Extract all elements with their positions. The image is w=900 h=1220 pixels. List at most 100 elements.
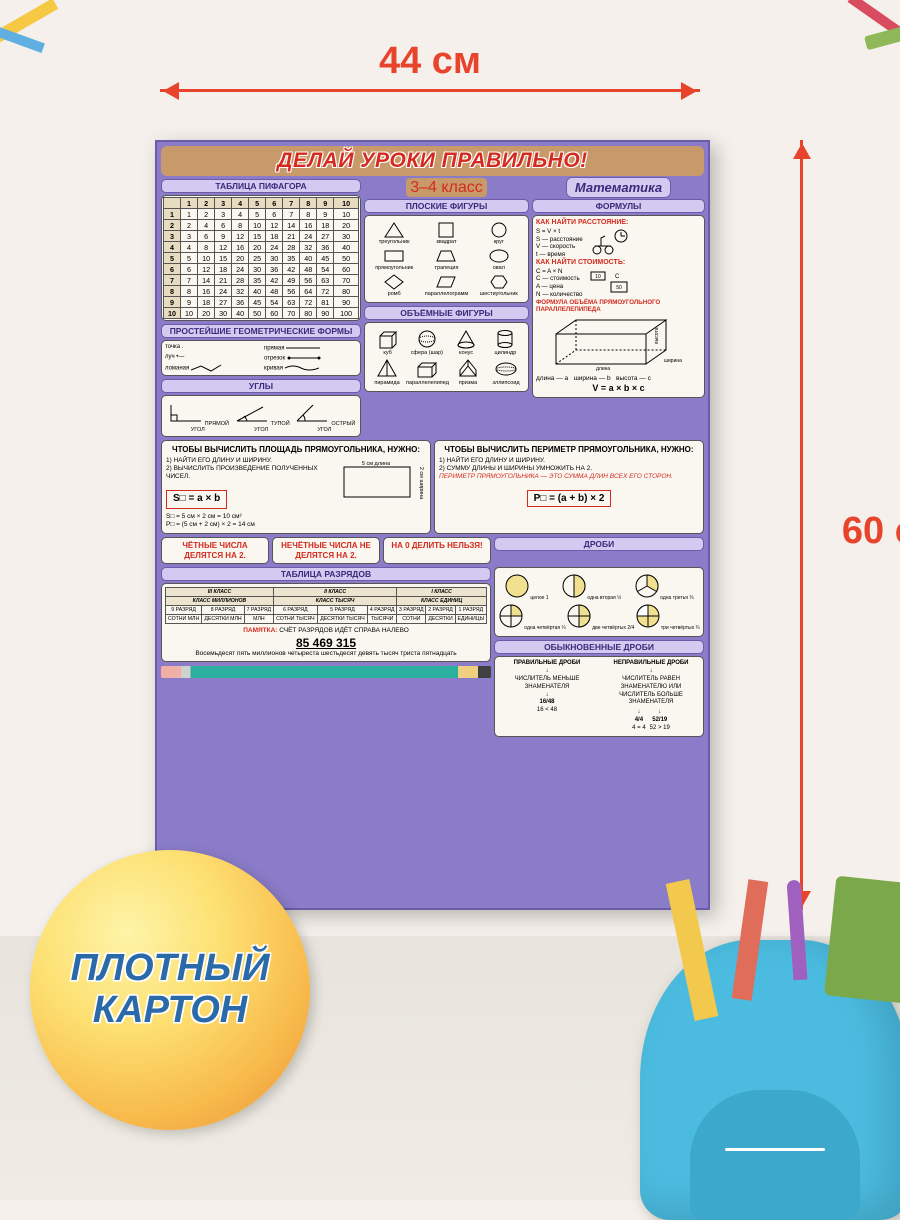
badge-text: ПЛОТНЫЙКАРТОН xyxy=(71,948,270,1032)
material-badge: ПЛОТНЫЙКАРТОН xyxy=(30,850,310,1130)
math-poster: ДЕЛАЙ УРОКИ ПРАВИЛЬНО! ТАБЛИЦА ПИФАГОРА … xyxy=(155,140,710,910)
trapezoid-shape: трапеция xyxy=(420,247,472,271)
perimeter-box: ЧТОБЫ ВЫЧИСЛИТЬ ПЕРИМЕТР ПРЯМОУГОЛЬНИКА,… xyxy=(434,440,704,534)
width-arrow xyxy=(160,89,700,92)
place-value-table: III КЛАССII КЛАССI КЛАСС КЛАСС МИЛЛИОНОВ… xyxy=(165,587,487,624)
formulas-header: ФОРМУЛЫ xyxy=(532,199,705,213)
example-number: 85 469 315 xyxy=(165,636,487,650)
frac-half: одна вторая ½ xyxy=(561,573,621,601)
cuboid-shape: параллелепипед xyxy=(406,358,449,386)
solids-header: ОБЪЁМНЫЕ ФИГУРЫ xyxy=(364,306,529,320)
cost-icon: 10 50 C xyxy=(587,268,631,298)
distance-icon xyxy=(587,228,631,258)
backpack-graphic xyxy=(580,860,900,1220)
cylinder-shape: цилиндр xyxy=(486,328,525,356)
flat-shapes-box: треугольник квадрат круг прямоугольник т… xyxy=(364,215,529,303)
fractions-wrap: ДРОБИ xyxy=(494,537,704,564)
flat-shapes-header: ПЛОСКИЕ ФИГУРЫ xyxy=(364,199,529,213)
ellipsoid-shape: эллипсоид xyxy=(487,358,525,386)
geom-lines-box: точка . прямая луч •— отрезок ломаная кр… xyxy=(161,340,361,376)
geo-polyline: ломаная xyxy=(165,364,258,372)
zero-alert: НА 0 ДЕЛИТЬ НЕЛЬЗЯ! xyxy=(383,537,491,564)
place-value-header: ТАБЛИЦА РАЗРЯДОВ xyxy=(161,567,491,581)
volume-labels: длина — a ширина — b высота — c xyxy=(536,375,701,383)
odd-alert: НЕЧЁТНЫЕ ЧИСЛА НЕ ДЕЛЯТСЯ НА 2. xyxy=(272,537,380,564)
fractions-col: целое 1 одна вторая ½ одна третья ⅓ одна… xyxy=(494,567,704,736)
perimeter-title: ЧТОБЫ ВЫЧИСЛИТЬ ПЕРИМЕТР ПРЯМОУГОЛЬНИКА,… xyxy=(439,445,699,454)
pythagoras-box: 1234567891011234567891022468101214161820… xyxy=(161,195,361,321)
place-value-wrap: ТАБЛИЦА РАЗРЯДОВ III КЛАССII КЛАССI КЛАС… xyxy=(161,567,491,736)
ordinary-fractions-box: ПРАВИЛЬНЫЕ ДРОБИ↓ ЧИСЛИТЕЛЬ МЕНЬШЕ ЗНАМЕ… xyxy=(494,656,704,736)
pythagoras-col: ТАБЛИЦА ПИФАГОРА 12345678910112345678910… xyxy=(161,179,361,437)
svg-text:высота: высота xyxy=(654,327,660,344)
parallelogram-shape: параллелограмм xyxy=(420,273,472,297)
area-box: ЧТОБЫ ВЫЧИСЛИТЬ ПЛОЩАДЬ ПРЯМОУГОЛЬНИКА, … xyxy=(161,440,431,534)
poster-title-bar: ДЕЛАЙ УРОКИ ПРАВИЛЬНО! xyxy=(161,146,704,176)
height-dimension: 60 см xyxy=(792,140,862,910)
right-angle: ПРЯМОЙ УГОЛ xyxy=(165,401,231,433)
place-value-box: III КЛАССII КЛАССI КЛАСС КЛАСС МИЛЛИОНОВ… xyxy=(161,583,491,661)
rhombus-shape: ромб xyxy=(368,273,420,297)
pyramid-shape: пирамида xyxy=(368,358,406,386)
svg-text:10: 10 xyxy=(595,274,601,280)
circle-shape: круг xyxy=(473,221,525,245)
corner-supplies-top-right xyxy=(825,0,900,75)
triangle-shape: треугольник xyxy=(368,221,420,245)
obtuse-angle: ТУПОЙ УГОЛ xyxy=(231,401,292,433)
sphere-shape: сфера (шар) xyxy=(407,328,446,356)
svg-text:ширина: ширина xyxy=(664,358,682,364)
solids-box: куб сфера (шар) конус цилиндр пирамида п… xyxy=(364,322,529,392)
example-words: Восемьдесят пять миллионов четыреста шес… xyxy=(165,650,487,658)
geo-segment: отрезок xyxy=(264,354,357,362)
width-label: 44 см xyxy=(160,40,700,83)
geo-curve: кривая xyxy=(264,364,357,372)
pythagoras-table: 1234567891011234567891022468101214161820… xyxy=(163,197,359,319)
svg-text:5 см длина: 5 см длина xyxy=(362,461,391,467)
volume-title: ФОРМУЛА ОБЪЁМА ПРЯМОУГОЛЬНОГО ПАРАЛЛЕЛЕП… xyxy=(536,299,660,314)
hexagon-shape: шестиугольник xyxy=(473,273,525,297)
acute-angle: ОСТРЫЙ УГОЛ xyxy=(292,401,357,433)
width-dimension: 44 см xyxy=(160,40,700,92)
volume-formula: V = a × b × c xyxy=(536,383,701,394)
svg-text:50: 50 xyxy=(616,285,622,291)
svg-text:2 см ширина: 2 см ширина xyxy=(418,467,424,500)
shapes-col: 3–4 класс ПЛОСКИЕ ФИГУРЫ треугольник ква… xyxy=(364,179,529,437)
formulas-box: КАК НАЙТИ РАССТОЯНИЕ: S = V × t S — расс… xyxy=(532,215,705,398)
corner-supplies-top-left xyxy=(0,0,75,75)
svg-text:C: C xyxy=(615,274,620,280)
distance-title: КАК НАЙТИ РАССТОЯНИЕ: xyxy=(536,219,628,226)
cone-shape: конус xyxy=(447,328,486,356)
geo-dot: точка . xyxy=(165,344,258,352)
geom-lines-header: ПРОСТЕЙШИЕ ГЕОМЕТРИЧЕСКИЕ ФОРМЫ xyxy=(161,324,361,338)
geo-line: прямая xyxy=(264,344,357,352)
pythagoras-header: ТАБЛИЦА ПИФАГОРА xyxy=(161,179,361,193)
distance-lines: S = V × t S — расстояние V — скорость t … xyxy=(536,228,583,259)
formulas-col: Математика ФОРМУЛЫ КАК НАЙТИ РАССТОЯНИЕ:… xyxy=(532,179,705,437)
frac-1: целое 1 xyxy=(504,573,548,601)
area-title: ЧТОБЫ ВЫЧИСЛИТЬ ПЛОЩАДЬ ПРЯМОУГОЛЬНИКА, … xyxy=(166,445,426,454)
svg-text:длина: длина xyxy=(596,366,610,372)
oval-shape: овал xyxy=(473,247,525,271)
pencil-graphic xyxy=(161,666,491,678)
prism-shape: призма xyxy=(449,358,487,386)
cost-lines: C = A × N C — стоимость A — цена N — кол… xyxy=(536,268,583,299)
rectangle-shape: прямоугольник xyxy=(368,247,420,271)
area-diagram: 5 см длина 2 см ширина xyxy=(336,457,426,511)
geo-ray: луч •— xyxy=(165,354,258,362)
frac-quarter: одна четвёртая ¼ xyxy=(498,603,565,631)
square-shape: квадрат xyxy=(420,221,472,245)
fractions-box: целое 1 одна вторая ½ одна третья ⅓ одна… xyxy=(494,567,704,637)
height-label: 60 см xyxy=(842,510,900,553)
frac-third: одна третья ⅓ xyxy=(634,573,693,601)
frac-2-4: две четвёртых 2/4 xyxy=(566,603,634,631)
angles-box: ПРЯМОЙ УГОЛ ТУПОЙ УГОЛ ОСТРЫЙ УГОЛ xyxy=(161,395,361,437)
height-arrow xyxy=(800,140,803,910)
cost-title: КАК НАЙТИ СТОИМОСТЬ: xyxy=(536,259,625,266)
subject-badge: Математика xyxy=(566,177,671,198)
angles-header: УГЛЫ xyxy=(161,379,361,393)
fractions-header: ДРОБИ xyxy=(494,537,704,551)
poster-title: ДЕЛАЙ УРОКИ ПРАВИЛЬНО! xyxy=(277,149,587,172)
even-alert: ЧЁТНЫЕ ЧИСЛА ДЕЛЯТСЯ НА 2. xyxy=(161,537,269,564)
cube-shape: куб xyxy=(368,328,407,356)
ordinary-fractions-header: ОБЫКНОВЕННЫЕ ДРОБИ xyxy=(494,640,704,654)
